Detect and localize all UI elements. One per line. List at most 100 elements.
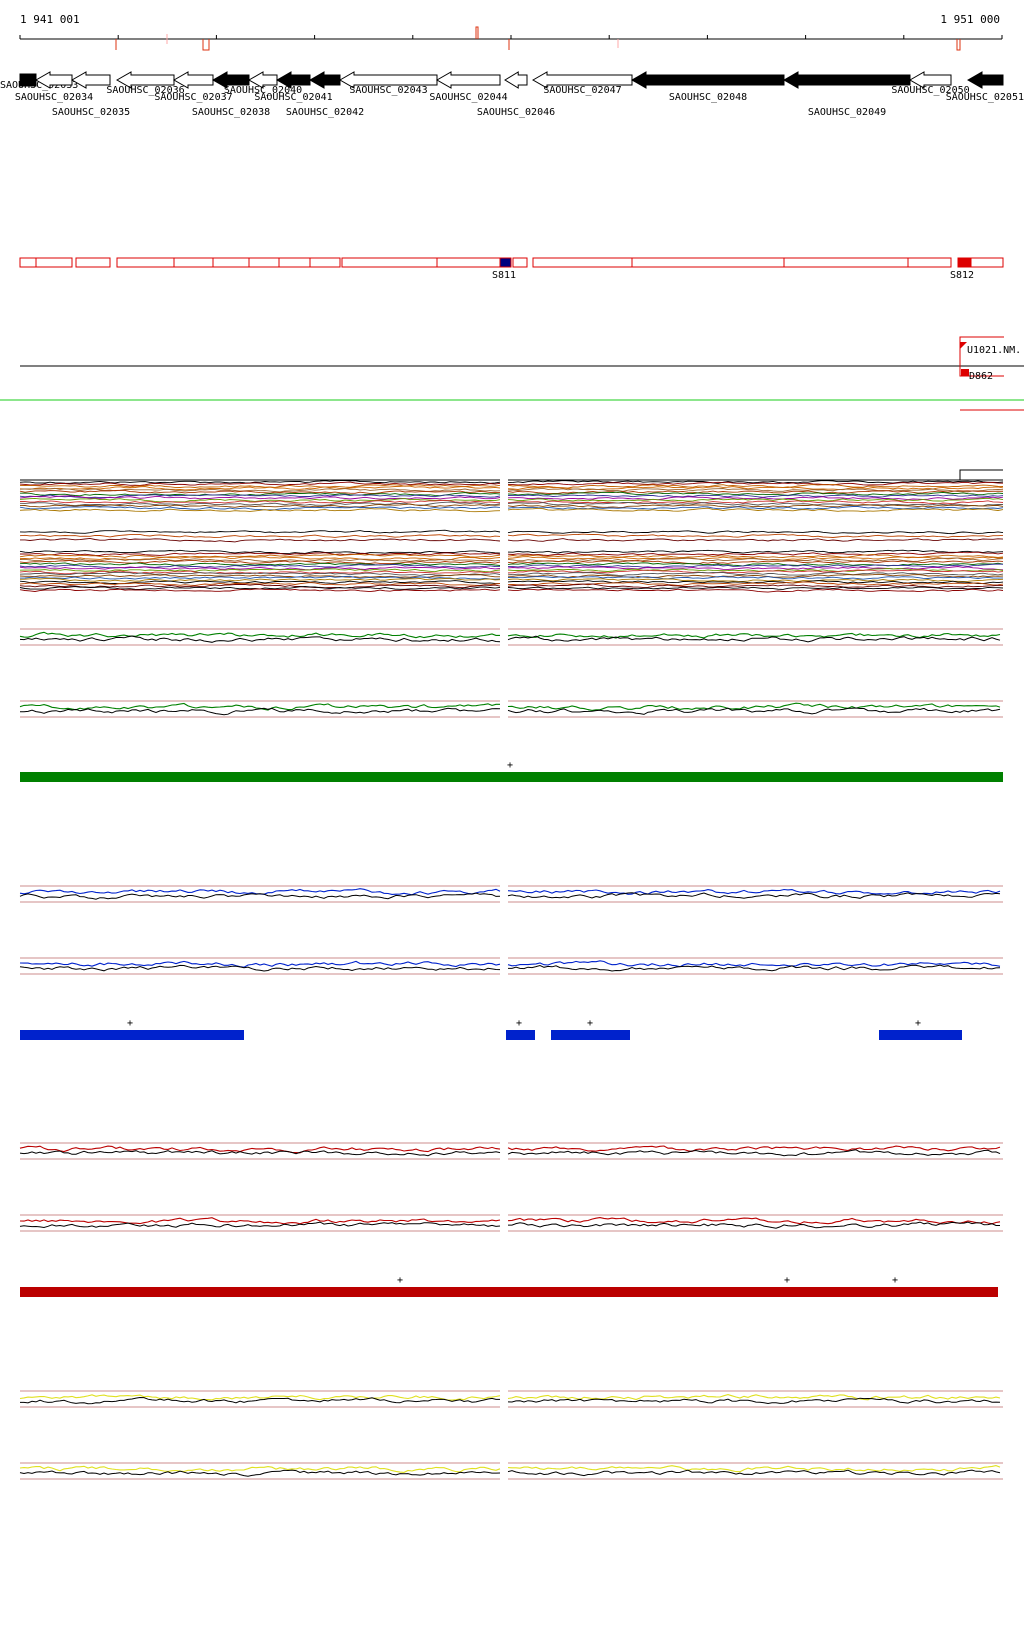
gene-label: SAOUHSC_02049 (808, 107, 886, 118)
feature-label-u1021: U1021.NM. (967, 345, 1021, 356)
expression-line (19, 506, 501, 511)
expression-line (507, 559, 1004, 565)
expression-line (19, 553, 501, 558)
segment-block (512, 257, 528, 268)
expression-line (19, 1469, 501, 1477)
segment-block (499, 257, 512, 268)
expression-line (19, 489, 501, 494)
gene-label: SAOUHSC_02034 (15, 92, 93, 103)
gene-label: SAOUHSC_02046 (477, 107, 555, 118)
expression-line (507, 576, 1004, 580)
segment-block (278, 257, 311, 268)
expression-line (507, 1465, 1001, 1473)
expression-line (19, 568, 501, 573)
expression-line (507, 506, 1004, 510)
segment-block (248, 257, 280, 268)
expression-line (19, 495, 501, 500)
feature-box-d862 (961, 369, 969, 376)
gene-label: SAOUHSC_02036 (106, 85, 184, 96)
expression-line (507, 490, 1004, 494)
strand-plus-marker: + (915, 1018, 921, 1029)
expression-line (507, 1217, 1001, 1225)
segment-block-highlight (957, 257, 972, 268)
gene-arrow-saouhsc_02044[interactable] (435, 71, 501, 89)
expression-line (19, 558, 501, 562)
expression-line (507, 571, 1004, 576)
expression-line (20, 537, 501, 543)
expression-line (507, 480, 1004, 484)
expression-line (19, 556, 501, 561)
expression-line (507, 486, 1004, 491)
expression-line (19, 583, 501, 589)
expression-line (507, 530, 1004, 535)
expression-line (19, 549, 501, 554)
expression-line (19, 1394, 501, 1401)
expression-line (507, 1397, 1001, 1405)
expression-line (19, 484, 501, 488)
gene-arrow-saouhsc_02050[interactable] (908, 71, 952, 89)
strand-plus-marker: + (784, 1275, 790, 1286)
gene-label: SAOUHSC_02048 (669, 92, 747, 103)
gene-label: SAOUHSC_02037 (154, 92, 232, 103)
expression-line (507, 588, 1004, 593)
ruler-marker (202, 39, 210, 51)
expression-line (508, 563, 1004, 568)
expression-line (507, 494, 1004, 498)
gene-label: SAOUHSC_02043 (349, 85, 427, 96)
expression-line (507, 586, 1004, 590)
segment-block (75, 257, 111, 268)
gene-arrow-saouhsc_02048[interactable] (630, 71, 785, 89)
multi-line-expression-track (19, 469, 1004, 593)
expression-line (19, 631, 500, 639)
gene-label: SAOUHSC_02033 (0, 80, 78, 91)
ruler-start-label: 1 941 001 (20, 13, 80, 26)
gene-arrow-saouhsc_02033[interactable] (19, 73, 37, 87)
region-bar (20, 1287, 998, 1297)
segment-block (436, 257, 501, 268)
segment-block (783, 257, 909, 268)
expression-line (19, 487, 501, 493)
gene-label: SAOUHSC_02050 (891, 85, 969, 96)
expression-line (19, 582, 501, 586)
expression-line (19, 588, 501, 593)
segment-block (309, 257, 341, 268)
expression-line (19, 533, 501, 539)
expression-line (507, 562, 1004, 567)
gene-label: SAOUHSC_02041 (254, 92, 332, 103)
expression-line (19, 481, 501, 486)
expression-line (19, 575, 501, 580)
gene-arrow-saouhsc_02046[interactable] (504, 71, 528, 89)
expression-line (507, 632, 1001, 639)
region-bar (551, 1030, 630, 1040)
expression-line (507, 566, 1004, 571)
expression-line (19, 503, 501, 508)
panel-red: + + + (19, 1142, 1003, 1297)
segment-label-s811: S811 (492, 270, 516, 281)
gene-label: SAOUHSC_02051 (946, 92, 1024, 103)
expression-line (19, 494, 501, 499)
panel-green: + (19, 628, 1003, 782)
segment-block (907, 257, 952, 268)
segment-block (173, 257, 214, 268)
gene-arrow-saouhsc_02035[interactable] (70, 71, 111, 89)
expression-line (507, 702, 1001, 711)
gene-arrow-saouhsc_02042[interactable] (308, 71, 341, 89)
expression-line (507, 888, 1001, 895)
expression-line (19, 529, 501, 534)
expression-line (19, 964, 501, 972)
expression-line (19, 497, 501, 503)
expression-line (19, 508, 501, 513)
feature-label-d862: D862 (969, 371, 993, 382)
expression-line (19, 1221, 501, 1229)
expression-line (507, 549, 1004, 554)
expression-line (19, 1150, 501, 1157)
expression-line (507, 502, 1003, 507)
position-ruler: 1 941 001 1 951 000 (19, 13, 1003, 51)
panel-yellow (19, 1390, 1003, 1480)
gene-arrow-saouhsc_02051[interactable] (966, 71, 1004, 89)
expression-line (507, 892, 1001, 899)
track-step (959, 469, 1003, 480)
gene-label: SAOUHSC_02044 (429, 92, 507, 103)
strand-plus-marker: + (516, 1018, 522, 1029)
expression-line (507, 491, 1004, 496)
